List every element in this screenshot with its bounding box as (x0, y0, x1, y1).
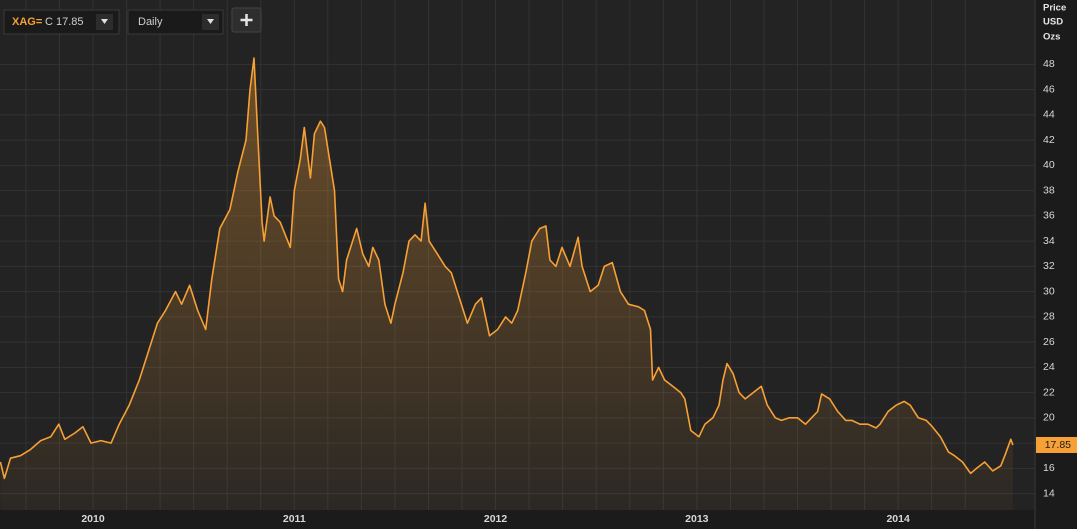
instrument: XAG= (12, 16, 42, 28)
y-tick-label: 30 (1043, 285, 1055, 297)
last-price-tag (1036, 436, 1077, 453)
axes: 1416182022242628303234363840424446482010… (81, 0, 1077, 529)
x-tick-label: 2011 (283, 513, 306, 525)
close-label: C 17.85 (45, 16, 84, 28)
y-tick-label: 36 (1043, 210, 1055, 222)
price-line (0, 57, 1014, 480)
dropdown-arrow (101, 19, 108, 24)
y-tick-label: 32 (1043, 260, 1055, 272)
x-tick-label: 2013 (685, 513, 709, 525)
interval: Daily (138, 16, 163, 28)
y-tick-label: 16 (1043, 462, 1055, 474)
add-icon (240, 14, 253, 26)
y-tick-label: 38 (1043, 184, 1055, 196)
y-tick-label: 28 (1043, 311, 1055, 323)
y-tick-label: 44 (1043, 109, 1055, 121)
y-tick-label: 42 (1043, 134, 1055, 146)
y-tick-label: 26 (1043, 336, 1055, 348)
y-tick-label: 40 (1043, 159, 1055, 171)
x-tick-label: 2012 (484, 513, 508, 525)
x-tick-label: 2014 (886, 513, 910, 525)
y-axis-label: Price (1043, 3, 1066, 14)
x-axis-background (0, 510, 1035, 529)
y-tick-label: 46 (1043, 83, 1055, 95)
y-tick-label: 20 (1043, 412, 1055, 424)
y-tick-label: 34 (1043, 235, 1055, 247)
y-tick-label: 22 (1043, 386, 1055, 398)
x-tick-label: 2010 (81, 513, 105, 525)
y-axis-label: USD (1043, 17, 1063, 28)
y-axis-label: Ozs (1043, 32, 1060, 43)
y-tick-label: 24 (1043, 361, 1055, 373)
series (0, 57, 1014, 510)
toolbar: XAG= C 17.85 Daily (3, 7, 262, 35)
dropdown-arrow (207, 19, 214, 24)
last-price-label: 17.85 (1045, 439, 1071, 451)
y-tick-label: 48 (1043, 58, 1055, 70)
y-tick-label: 14 (1043, 487, 1055, 499)
area-fill (0, 58, 1013, 510)
